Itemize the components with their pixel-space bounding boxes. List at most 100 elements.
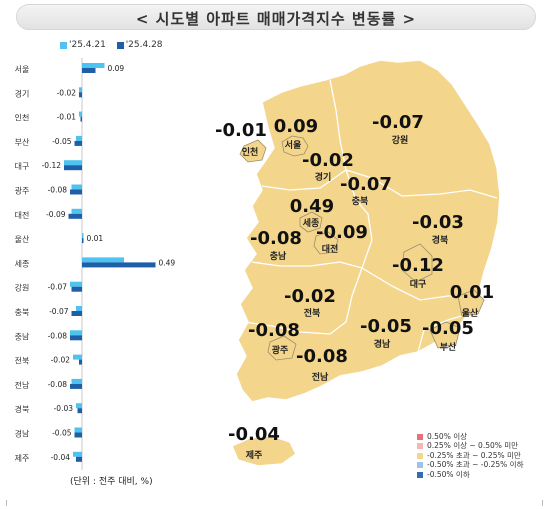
bar-series2 [82, 68, 96, 73]
bar-value-label: -0.02 [51, 356, 71, 365]
bar-value-label: -0.07 [48, 283, 68, 292]
map-legend-item: -0.50% 초과 ~ -0.25% 이하 [417, 460, 523, 469]
map-region-name: 대전 [322, 243, 339, 255]
daegu-shape [401, 243, 433, 283]
sejong-shape [299, 211, 323, 233]
category-label: 전북 [15, 356, 30, 366]
category-label: 경남 [15, 429, 30, 439]
map-legend-label: -0.50% 초과 ~ -0.25% 이하 [427, 460, 524, 470]
map-region-name: 경남 [374, 338, 391, 350]
border-gyeonggi-gangwon [329, 79, 347, 171]
bar-value-label: 0.09 [108, 64, 125, 73]
bar-series2 [74, 432, 82, 438]
category-label: 경기 [15, 88, 30, 98]
bar-value-label: -0.05 [52, 137, 72, 146]
map-region-value: -0.08 [248, 320, 300, 341]
bar-series2 [71, 286, 82, 292]
map-region-value: -0.05 [360, 316, 412, 337]
map-region-value: 0.09 [274, 116, 318, 137]
seoul-shape [281, 135, 309, 157]
bar-series1 [82, 257, 124, 263]
bar-series2 [70, 383, 82, 389]
map-legend-item: 0.25% 이상 ~ 0.50% 미만 [417, 441, 523, 450]
map-legend-label: -0.25% 초과 ~ 0.25% 미만 [427, 450, 521, 460]
bar-chart: 서울 0.09 경기 -0.02 인천 -0.01 부산 -0.05 대구 -0.12 광주 -0.0… [15, 58, 175, 470]
bar-value-label: -0.09 [46, 210, 66, 219]
map-legend-item: -0.25% 초과 ~ 0.25% 미만 [417, 451, 523, 460]
map-region-name: 세종 [303, 217, 320, 229]
korea-map [231, 59, 501, 467]
series-legend: '25.4.21 '25.4.28 [60, 40, 171, 51]
map-region-name: 인천 [242, 147, 259, 158]
bar-value-label: -0.03 [54, 404, 74, 413]
map-region-value: 0.49 [290, 196, 334, 217]
province-borders [243, 79, 498, 353]
category-label: 대구 [15, 162, 30, 171]
bar-series2 [74, 140, 82, 146]
bar-series1 [82, 63, 105, 68]
bar-series2 [71, 311, 82, 316]
map-color-legend: 0.50% 이상 0.25% 이상 ~ 0.50% 미만 -0.25% 초과 ~ 0… [417, 432, 523, 479]
bar-series1 [82, 233, 84, 239]
unit-note: (단위 : 전주 대비, %) [70, 477, 153, 487]
bar-value-label: -0.01 [57, 113, 77, 122]
map-region-value: -0.08 [250, 228, 302, 249]
bar-series2 [82, 238, 84, 244]
busan-shape [429, 321, 461, 349]
category-label: 부산 [15, 137, 30, 147]
map-legend-swatch [417, 443, 423, 450]
map-region-value: -0.03 [412, 212, 464, 233]
bar-series1 [71, 378, 82, 384]
map-region-name: 경기 [315, 171, 332, 183]
map-region-name: 충북 [352, 195, 369, 207]
map-region-value: -0.05 [422, 318, 474, 339]
category-label: 충북 [15, 308, 30, 317]
bar-series2 [64, 165, 82, 171]
map-value-labels: -0.01인천0.09서울-0.02경기-0.07강원-0.07충북0.49세종… [215, 112, 494, 461]
category-label: 광주 [15, 186, 30, 196]
category-label: 서울 [15, 65, 30, 74]
map-region-name: 전북 [304, 307, 321, 319]
map-region-value: -0.07 [372, 112, 424, 133]
bar-series2 [68, 213, 82, 219]
bar-series1 [76, 135, 82, 141]
category-label: 인천 [15, 113, 30, 123]
legend-label-series2: '25.4.28 [125, 40, 163, 50]
bar-value-label: -0.05 [52, 429, 72, 438]
bar-series1 [71, 184, 82, 190]
border-gyeongnam-busan [417, 313, 469, 353]
jeju-shape [231, 435, 297, 467]
map-region-name: 강원 [392, 134, 409, 146]
map-region-value: 0.01 [450, 282, 494, 303]
map-region-name: 제주 [246, 449, 263, 461]
frame-corner-left [6, 500, 7, 506]
chart-title: < 시도별 아파트 매매가격지수 변동률 > [135, 10, 417, 28]
frame-corner-right [542, 500, 543, 506]
map-legend-swatch [417, 452, 423, 459]
bar-series1 [64, 160, 82, 166]
map-region-value: -0.08 [296, 346, 348, 367]
bar-series2 [77, 408, 82, 414]
bar-value-label: -0.07 [49, 307, 69, 316]
border-chungbuk [345, 169, 373, 269]
bar-value-label: -0.08 [48, 186, 68, 195]
map-region-value: -0.12 [392, 255, 444, 276]
bar-series1 [71, 208, 82, 214]
bar-series2 [76, 456, 82, 462]
bar-series2 [70, 189, 82, 195]
ulsan-shape [457, 289, 485, 317]
map-legend-swatch [417, 462, 423, 469]
gwangju-shape [267, 335, 297, 361]
bar-series1 [73, 451, 82, 457]
category-label: 전남 [15, 380, 30, 390]
map-region-name: 충남 [270, 250, 287, 262]
bar-series1 [79, 87, 82, 93]
map-legend-item: -0.50% 이하 [417, 470, 523, 479]
category-label: 제주 [15, 454, 30, 463]
category-label: 강원 [15, 283, 30, 293]
legend-label-series1: '25.4.21 [69, 40, 106, 50]
bar-value-label: -0.04 [51, 453, 71, 462]
bar-series1 [70, 330, 82, 336]
map-region-value: -0.07 [340, 174, 392, 195]
